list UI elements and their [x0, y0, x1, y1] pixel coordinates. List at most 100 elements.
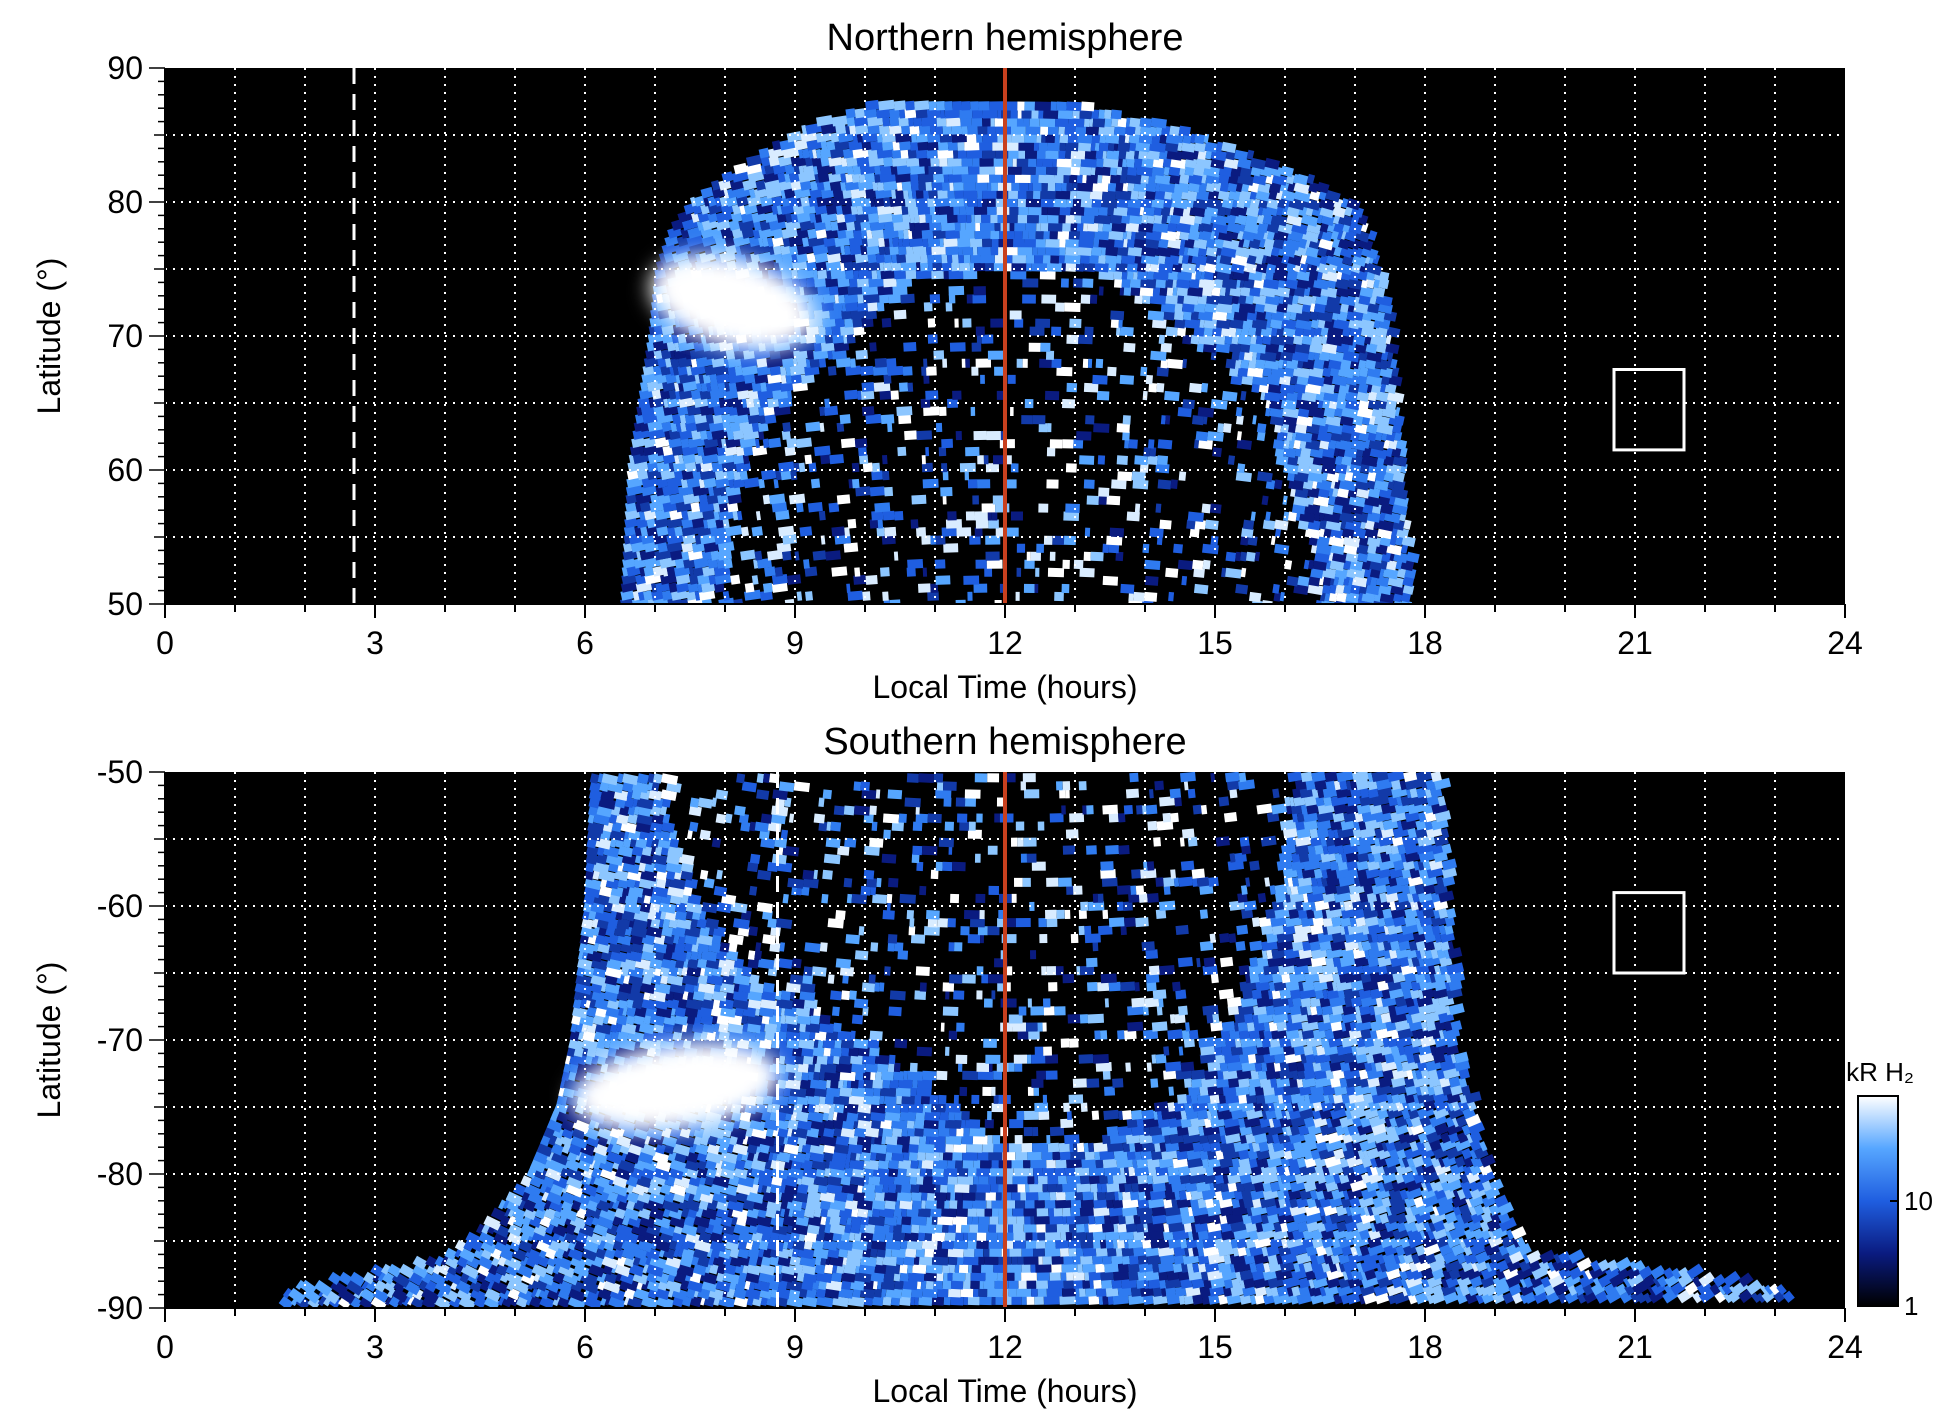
emission-cell — [1241, 374, 1254, 386]
emission-cell — [1014, 318, 1024, 328]
emission-cell — [1021, 1247, 1034, 1257]
emission-cell — [681, 444, 699, 457]
emission-cell — [1144, 591, 1158, 602]
emission-cell — [1019, 181, 1029, 192]
emission-cell — [1106, 149, 1120, 160]
emission-cell — [883, 374, 892, 384]
x-tick-label: 12 — [987, 625, 1023, 661]
emission-cell — [984, 1255, 999, 1265]
emission-cell — [1154, 173, 1171, 185]
emission-cell — [958, 254, 965, 264]
emission-cell — [1036, 1271, 1050, 1281]
emission-cell — [1230, 206, 1241, 217]
emission-cell — [840, 181, 847, 191]
emission-cell — [1009, 1247, 1022, 1257]
emission-cell — [672, 365, 679, 376]
emission-cell — [712, 486, 722, 497]
emission-cell — [840, 325, 855, 336]
emission-cell — [1404, 567, 1417, 579]
emission-cell — [665, 1279, 683, 1293]
emission-cell — [1240, 390, 1247, 401]
emission-cell — [961, 245, 974, 256]
emission-cell — [984, 567, 993, 577]
emission-cell — [1309, 447, 1324, 459]
emission-cell — [754, 373, 769, 384]
emission-cell — [954, 1183, 970, 1194]
emission-cell — [922, 567, 928, 577]
emission-cell — [687, 549, 704, 561]
emission-cell — [666, 566, 676, 577]
emission-cell — [995, 1295, 1005, 1305]
emission-cell — [1396, 567, 1407, 579]
emission-cell — [1296, 1292, 1313, 1305]
emission-cell — [965, 446, 980, 457]
emission-cell — [975, 326, 985, 336]
emission-cell — [677, 382, 684, 392]
emission-cell — [1170, 214, 1181, 225]
emission-cell — [847, 590, 864, 601]
emission-cell — [1358, 294, 1372, 306]
emission-cell — [1286, 431, 1294, 441]
emission-cell — [1022, 294, 1036, 304]
emission-cell — [884, 486, 894, 497]
emission-cell — [1322, 583, 1331, 595]
emission-cell — [659, 389, 671, 400]
emission-cell — [1012, 254, 1026, 264]
emission-cell — [1015, 591, 1020, 601]
emission-cell — [1098, 254, 1106, 264]
emission-cell — [975, 221, 981, 232]
emission-cell — [1023, 1255, 1039, 1265]
emission-cell — [698, 478, 705, 489]
emission-cell — [988, 1223, 997, 1233]
emission-cell — [1265, 310, 1273, 321]
emission-cell — [640, 533, 655, 545]
emission-cell — [470, 1287, 487, 1303]
emission-cell — [1021, 1271, 1037, 1281]
emission-cell — [689, 574, 699, 585]
emission-cell — [1175, 230, 1181, 240]
emission-cell — [828, 172, 842, 183]
emission-cell — [1344, 471, 1354, 482]
emission-cell — [1112, 1239, 1118, 1249]
emission-cell — [1194, 519, 1206, 530]
emission-cell — [1249, 189, 1258, 200]
emission-cell — [943, 1271, 948, 1282]
emission-cell — [1131, 1182, 1140, 1193]
emission-cell — [863, 293, 880, 304]
emission-cell — [794, 139, 808, 151]
emission-cell — [668, 429, 681, 440]
emission-cell — [1221, 326, 1237, 338]
emission-cell — [946, 116, 961, 127]
emission-cell — [1107, 366, 1117, 377]
emission-cell — [679, 422, 687, 432]
emission-cell — [982, 117, 991, 127]
emission-cell — [995, 1191, 1002, 1201]
emission-cell — [1101, 189, 1116, 200]
emission-cell — [1213, 334, 1226, 345]
emission-cell — [1049, 1214, 1064, 1225]
emission-cell — [1090, 165, 1096, 176]
emission-cell — [733, 1287, 747, 1300]
emission-cell — [812, 243, 829, 256]
emission-cell — [702, 341, 711, 352]
emission-cell — [1031, 109, 1039, 119]
emission-cell — [1039, 117, 1056, 128]
emission-cell — [1128, 591, 1134, 602]
emission-cell — [871, 510, 884, 521]
emission-cell — [1032, 181, 1042, 192]
emission-cell — [697, 211, 710, 223]
emission-cell — [1319, 503, 1335, 515]
emission-cell — [1130, 189, 1139, 200]
emission-cell — [1014, 222, 1026, 232]
emission-cell — [868, 156, 885, 167]
emission-cell — [1187, 286, 1204, 297]
emission-cell — [1053, 198, 1067, 208]
emission-cell — [898, 116, 910, 127]
emission-cell — [1344, 205, 1354, 217]
emission-cell — [1149, 141, 1167, 153]
emission-cell — [842, 148, 854, 159]
emission-cell — [1004, 1295, 1012, 1305]
emission-cell — [1070, 1198, 1082, 1209]
emission-cell — [491, 1279, 509, 1295]
emission-cell — [1282, 294, 1294, 305]
